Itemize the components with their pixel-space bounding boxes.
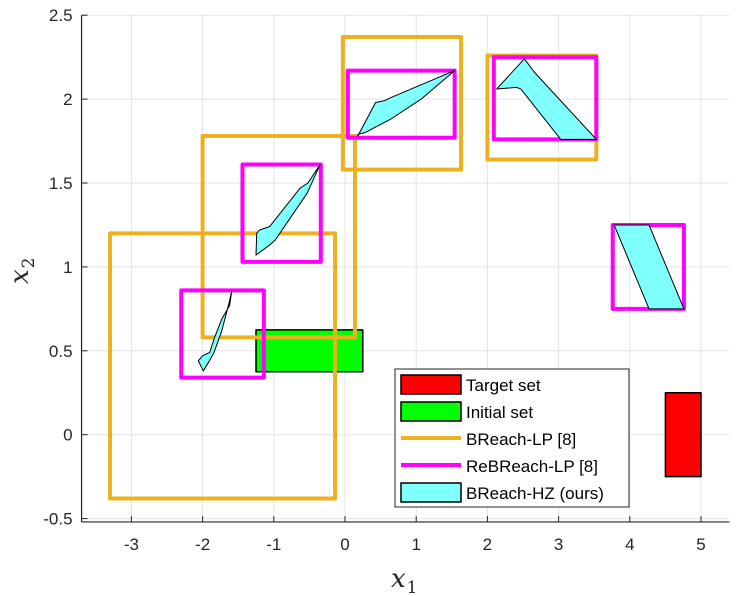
legend-label: Target set	[466, 376, 541, 395]
legend-label: BReach-HZ (ours)	[466, 484, 604, 503]
legend-label: Initial set	[466, 403, 533, 422]
x-tick-label: -3	[124, 535, 139, 554]
legend-swatch	[400, 401, 462, 422]
y-tick-label: 1.5	[49, 174, 73, 193]
rebreach-lp-box	[345, 68, 457, 140]
y-tick-label: 2.5	[49, 6, 73, 25]
rebreach-lp-box	[491, 55, 599, 142]
x-axis-label: x1	[391, 564, 418, 596]
breach-lp-box	[200, 134, 357, 340]
breach-hz-set	[197, 289, 233, 372]
axes: -3 -2 -1 0 1 2 3 4 5 -0.5 0 0.5 1 1.5 2 2.5	[43, 6, 730, 554]
breach-lp-box	[340, 35, 464, 172]
x-tick-label: 5	[696, 535, 705, 554]
y-tick-label: 1	[63, 258, 72, 277]
legend: Target set Initial set BReach-LP [8] ReBRea…	[394, 368, 630, 508]
x-tick-label: 3	[554, 535, 563, 554]
x-tick-label: 1	[411, 535, 420, 554]
y-tick-label: 0.5	[49, 342, 73, 361]
target-set	[664, 392, 702, 478]
legend-label: BReach-LP [8]	[466, 430, 576, 449]
y-axis-label: x2	[5, 258, 39, 285]
x-tick-label: 4	[625, 535, 634, 554]
y-tick-label: 0	[63, 426, 72, 445]
x-tick-label: -2	[195, 535, 210, 554]
rebreach-lp-box	[240, 162, 323, 264]
y-tick-label: -0.5	[43, 510, 72, 529]
x-tick-label: 2	[483, 535, 492, 554]
legend-swatch	[400, 374, 462, 395]
x-tick-label: 0	[340, 535, 349, 554]
y-tick-label: 2	[63, 90, 72, 109]
breach-hz-set	[255, 164, 321, 256]
breach-hz-set	[613, 224, 685, 310]
x-tick-label: -1	[266, 535, 281, 554]
plot-area	[108, 35, 702, 501]
breach-hz-set	[496, 58, 597, 140]
legend-label: ReBReach-LP [8]	[466, 457, 598, 476]
breach-hz-set	[357, 70, 456, 137]
legend-swatch	[400, 482, 462, 503]
rebreach-lp-box	[179, 288, 266, 380]
breach-lp-box	[108, 231, 338, 501]
